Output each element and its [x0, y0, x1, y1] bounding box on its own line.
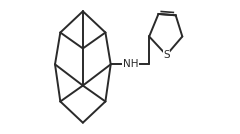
Text: NH: NH — [123, 59, 138, 69]
Text: S: S — [163, 50, 170, 60]
